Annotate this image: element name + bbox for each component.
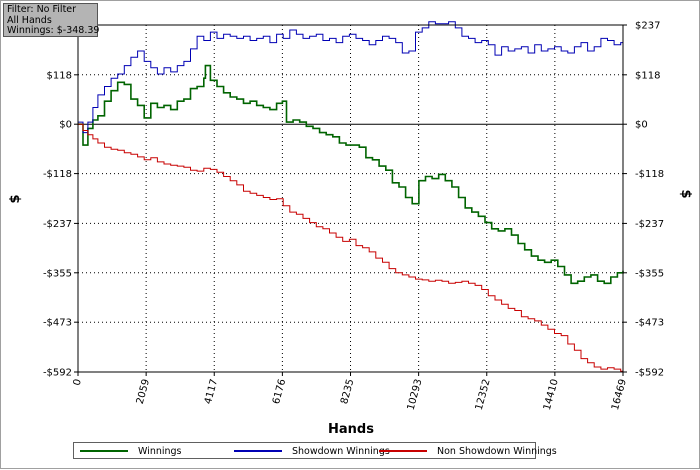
y-tick-label-left: -$237 [43, 219, 72, 230]
y-tick-label-right: -$355 [635, 268, 664, 279]
y-tick-label-right: $0 [635, 120, 648, 131]
y-axis-title-right: $ [678, 189, 693, 198]
x-tick-label: 2059 [135, 378, 152, 405]
legend-swatch-showdown [234, 450, 282, 452]
y-tick-label-right: -$473 [635, 318, 664, 329]
x-tick-label: 6176 [271, 378, 288, 405]
y-tick-labels-left: $237$118$0-$118-$237-$355-$473-$592 [43, 21, 78, 379]
y-tick-labels-right: $237 $118 $0 -$118 -$237 -$355 -$473 -$592 [623, 21, 664, 379]
x-tick-label: 0 [72, 378, 84, 387]
x-tick-label: 8235 [339, 378, 356, 405]
y-tick-label-right: -$592 [635, 368, 664, 379]
legend-item-showdown: Showdown Winnings [234, 445, 390, 457]
y-tick-label-right: $118 [635, 70, 660, 81]
legend-label-winnings: Winnings [138, 445, 182, 457]
series-line-2 [78, 123, 624, 372]
legend: Winnings Showdown Winnings Non Showdown … [73, 442, 557, 459]
y-tick-label-right: -$237 [635, 219, 664, 230]
filter-info-box: Filter: No Filter All Hands Winnings: $-… [3, 3, 100, 37]
series-line-1 [78, 21, 624, 134]
legend-item-winnings: Winnings [80, 445, 182, 457]
series-layer [78, 21, 624, 372]
y-tick-label-left: -$118 [43, 169, 72, 180]
filter-label: Filter: No Filter [7, 4, 77, 15]
y-tick-label-left: -$592 [43, 368, 72, 379]
legend-label-non-showdown: Non Showdown Winnings [437, 445, 557, 457]
y-tick-label-left: $0 [59, 120, 72, 131]
x-tick-label: 4117 [203, 378, 220, 405]
x-axis-title: Hands [328, 422, 374, 437]
y-axis-title-left: $ [8, 194, 23, 203]
y-tick-label-right: -$118 [635, 169, 664, 180]
y-tick-label-left: -$355 [43, 268, 72, 279]
legend-swatch-non-showdown [379, 450, 427, 452]
y-tick-label-right: $237 [635, 21, 660, 32]
x-tick-label: 10293 [406, 378, 425, 412]
series-line-0 [78, 64, 624, 285]
hands-label: All Hands [7, 14, 52, 26]
y-tick-label-left: -$473 [43, 318, 72, 329]
legend-label-showdown: Showdown Winnings [292, 445, 390, 457]
x-tick-label: 16469 [610, 378, 629, 412]
y-tick-label-left: $118 [47, 70, 72, 81]
grid-layer [78, 25, 623, 372]
legend-item-non-showdown: Non Showdown Winnings [379, 445, 557, 457]
x-tick-label: 12352 [474, 378, 493, 412]
winnings-total-label: Winnings: $-348.39 [7, 25, 100, 36]
x-tick-label: 14410 [542, 378, 561, 412]
x-tick-labels: 0 2059 4117 6176 8235 10293 12352 14410 16469 [72, 372, 629, 412]
legend-swatch-winnings [80, 450, 128, 452]
